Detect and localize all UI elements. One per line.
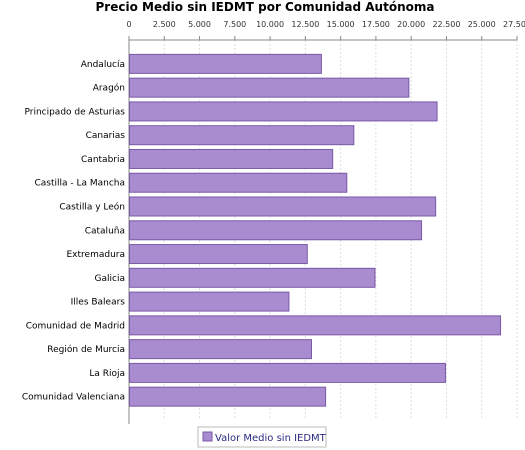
x-tick-label: 22.500 <box>432 20 460 29</box>
x-tick-label: 20.000 <box>397 20 425 29</box>
bar <box>129 172 348 193</box>
category-label: La Rioja <box>89 369 125 379</box>
bar <box>129 148 334 169</box>
x-tick-label: 12.500 <box>291 20 319 29</box>
bar <box>129 125 355 146</box>
bar <box>129 386 327 407</box>
bar <box>129 220 423 241</box>
x-tick-label: 17.500 <box>362 20 390 29</box>
category-label: Región de Murcia <box>47 344 125 355</box>
category-label: Castilla - La Mancha <box>34 179 125 189</box>
x-tick-label: 10.000 <box>256 20 284 29</box>
legend-swatch <box>202 431 213 442</box>
bar <box>129 196 437 217</box>
category-label: Castilla y León <box>59 202 125 213</box>
x-tick-label: 5.000 <box>188 20 211 29</box>
bars <box>129 53 502 407</box>
category-label: Cataluña <box>85 226 125 236</box>
category-labels: Andalucía Aragón Principado de Asturias Can… <box>22 60 125 403</box>
x-tick-label: 0 <box>126 20 131 29</box>
x-tick-label: 27.500 <box>503 20 525 29</box>
legend-frame <box>197 426 327 448</box>
legend-label: Valor Medio sin IEDMT <box>215 433 327 444</box>
bar <box>129 101 438 122</box>
legend: Valor Medio sin IEDMT <box>197 426 327 448</box>
bar <box>129 339 313 360</box>
bar <box>129 77 410 98</box>
bar <box>129 53 322 74</box>
category-label: Cantabria <box>81 155 125 165</box>
bar <box>129 244 308 265</box>
bar <box>129 267 376 288</box>
bar <box>129 315 502 336</box>
category-label: Canarias <box>86 131 126 141</box>
category-label: Galicia <box>95 274 125 284</box>
bar <box>129 362 447 383</box>
category-label: Andalucía <box>81 60 125 70</box>
category-label: Principado de Asturias <box>24 107 125 117</box>
category-label: Illes Balears <box>71 298 126 308</box>
category-label: Aragón <box>93 83 125 94</box>
x-tick-label: 15.000 <box>327 20 355 29</box>
x-tick-label: 25.000 <box>468 20 496 29</box>
x-tick-label: 2.500 <box>153 20 176 29</box>
bar <box>129 291 290 312</box>
category-label: Extremadura <box>67 250 126 260</box>
category-label: Comunidad de Madrid <box>26 321 125 331</box>
category-label: Comunidad Valenciana <box>22 393 125 403</box>
chart-title: Precio Medio sin IEDMT por Comunidad Aut… <box>96 0 435 14</box>
x-tick-label: 7.500 <box>223 20 246 29</box>
